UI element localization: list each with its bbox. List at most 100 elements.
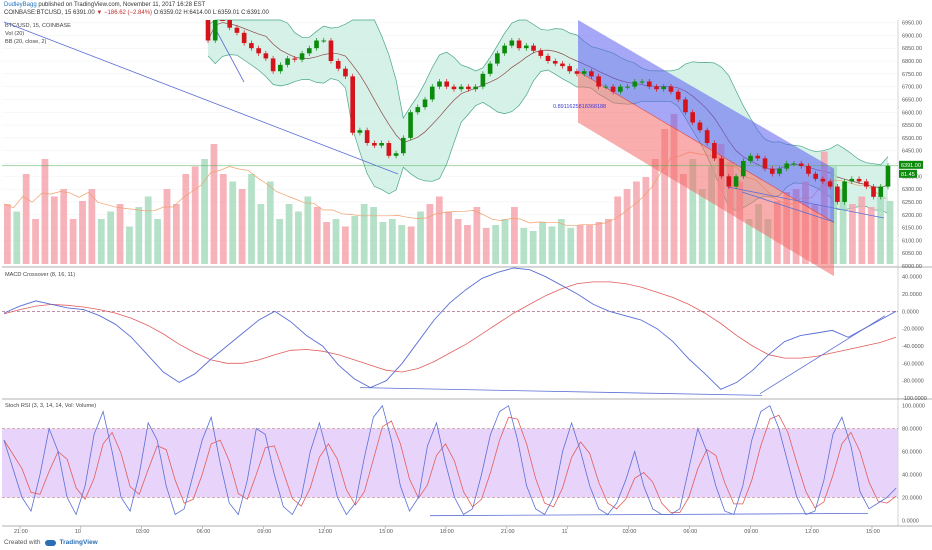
candle bbox=[791, 163, 797, 165]
candle bbox=[733, 176, 739, 187]
candle bbox=[545, 55, 551, 61]
volume-bar bbox=[304, 196, 312, 264]
price-tick-label: 6050.00 bbox=[902, 251, 922, 257]
volume-bar bbox=[116, 204, 124, 264]
volume-bar bbox=[285, 204, 293, 264]
candle bbox=[328, 40, 334, 61]
channel-mid-line bbox=[577, 70, 835, 223]
candle bbox=[748, 155, 753, 161]
price-tick-label: 6650.00 bbox=[902, 97, 922, 103]
volume-bar bbox=[60, 189, 68, 264]
volume-bar bbox=[13, 211, 21, 264]
macd-tick-label: 40.0000 bbox=[902, 275, 922, 281]
candle bbox=[241, 32, 247, 44]
macd-tick-label: -60.0000 bbox=[902, 361, 924, 367]
volume-bar bbox=[520, 228, 528, 264]
price-badge-label: 6391.00 bbox=[901, 163, 921, 169]
candle bbox=[820, 178, 826, 182]
candle bbox=[205, 20, 211, 41]
volume-bar bbox=[379, 222, 387, 264]
volume-bar bbox=[163, 189, 171, 264]
price-tick-label: 6150.00 bbox=[902, 226, 922, 232]
vol-legend: Vol (20) bbox=[5, 31, 25, 37]
candle bbox=[762, 158, 768, 169]
candle bbox=[646, 81, 652, 87]
stoch-tick-label: 80.0000 bbox=[902, 427, 922, 433]
last-price: 6391.00 bbox=[73, 10, 95, 16]
tradingview-brand[interactable]: TradingView bbox=[59, 539, 98, 546]
volume-bar bbox=[435, 196, 443, 264]
time-tick-label: 09:00 bbox=[744, 529, 758, 535]
time-tick-label: 15:00 bbox=[379, 529, 393, 535]
candle bbox=[683, 99, 688, 113]
volume-bar bbox=[332, 219, 340, 264]
volume-bar bbox=[567, 228, 575, 264]
volume-bar bbox=[248, 174, 255, 264]
price-tick-label: 6450.00 bbox=[902, 149, 922, 155]
candle bbox=[632, 81, 638, 87]
trend-line bbox=[727, 186, 885, 219]
candle bbox=[343, 68, 348, 77]
candle bbox=[581, 71, 587, 74]
candle bbox=[538, 50, 544, 56]
candle bbox=[885, 165, 891, 187]
publish-line: DudleyBagg published on TradingView.com,… bbox=[4, 2, 205, 8]
candle bbox=[741, 160, 746, 177]
author-link[interactable]: DudleyBagg bbox=[4, 2, 37, 8]
macd-tick-label: 20.0000 bbox=[902, 292, 922, 298]
volume-bar bbox=[736, 181, 744, 264]
candle bbox=[777, 168, 782, 174]
footer: Created with TradingView bbox=[4, 539, 98, 546]
candle bbox=[234, 27, 240, 33]
trend-line bbox=[741, 191, 835, 223]
volume-bar bbox=[877, 196, 884, 264]
candle bbox=[299, 53, 305, 60]
candle bbox=[625, 86, 630, 88]
macd-divergence-line bbox=[759, 315, 886, 395]
candle bbox=[704, 130, 710, 143]
volume-bar bbox=[426, 204, 434, 264]
candle bbox=[618, 86, 623, 92]
candle bbox=[379, 143, 384, 146]
candle bbox=[429, 86, 435, 100]
candle bbox=[509, 40, 515, 46]
candle bbox=[227, 20, 233, 28]
volume-bar bbox=[858, 196, 866, 264]
volume-badge-label: 81.45 bbox=[901, 172, 915, 178]
volume-bar bbox=[276, 219, 284, 264]
price-legend: BTC/USD, 15, COINBASE bbox=[5, 23, 71, 29]
candle bbox=[523, 45, 529, 49]
candle bbox=[726, 176, 732, 187]
time-tick-label: 09:00 bbox=[257, 529, 271, 535]
ticker-symbol: COINBASE:BTCUSD, 15 bbox=[4, 10, 72, 16]
candle bbox=[364, 130, 370, 143]
candle bbox=[806, 166, 811, 174]
time-tick-label: 10 bbox=[75, 529, 81, 535]
candle bbox=[495, 53, 500, 64]
volume-bar bbox=[107, 211, 115, 264]
candle bbox=[502, 45, 507, 54]
candle bbox=[458, 86, 464, 90]
candle bbox=[552, 61, 558, 64]
time-tick-label: 06:00 bbox=[683, 529, 697, 535]
volume-bar bbox=[454, 219, 462, 264]
candle bbox=[798, 163, 804, 167]
candle bbox=[856, 178, 862, 182]
candle bbox=[285, 58, 290, 65]
volume-bar bbox=[135, 207, 143, 264]
stoch-trend-line bbox=[429, 513, 869, 517]
time-tick-label: 15:00 bbox=[866, 529, 880, 535]
volume-bar bbox=[97, 219, 105, 264]
price-tick-label: 6700.00 bbox=[902, 85, 922, 91]
volume-bar bbox=[388, 219, 396, 264]
tradingview-logo-icon bbox=[44, 539, 56, 546]
candle bbox=[350, 76, 355, 133]
volume-bar bbox=[886, 201, 894, 264]
candle bbox=[249, 43, 254, 49]
volume-bar bbox=[492, 225, 500, 264]
volume-bar bbox=[41, 159, 49, 264]
macd-tick-label: -40.0000 bbox=[902, 344, 924, 350]
volume-bar bbox=[201, 159, 208, 264]
volume-badge bbox=[899, 169, 917, 178]
